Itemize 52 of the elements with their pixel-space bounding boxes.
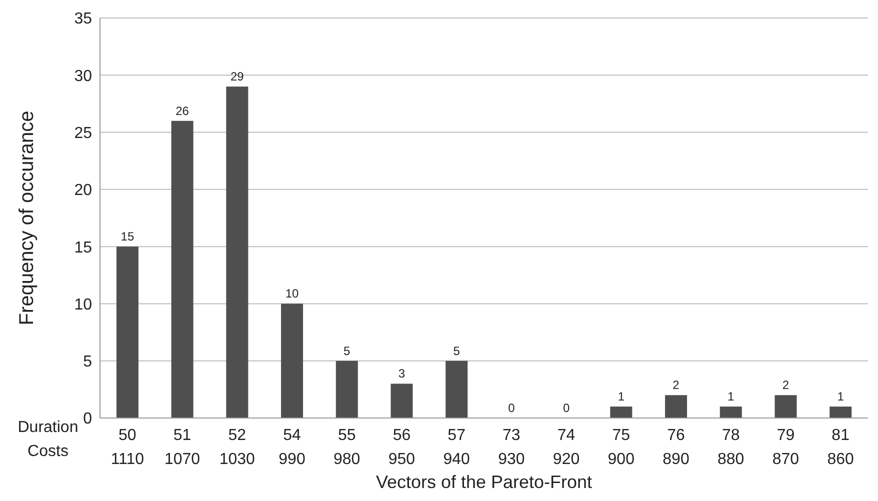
data-label: 1 [728,390,735,404]
y-tick-label: 30 [74,68,92,85]
data-label: 1 [618,390,625,404]
x-tick-label: 56 950 [388,427,416,468]
data-label: 2 [672,378,680,392]
bar [116,246,138,418]
x-tick-label: 79 870 [772,427,800,468]
y-tick-label: 0 [83,410,92,428]
x-tick-label: 76 890 [662,427,690,468]
data-label: 29 [230,70,244,84]
bar [665,395,688,418]
data-label: 15 [120,230,134,244]
bar [226,86,248,418]
data-label: 3 [398,366,406,381]
text: Duration [18,419,78,436]
x-tick-label: 78 880 [718,427,744,468]
text: Costs [26,443,70,461]
bar [281,304,304,418]
x-tick-label: 81 860 [827,427,854,468]
data-label: 10 [285,286,300,301]
y-tick-label: 5 [83,354,92,371]
x-tick-label: 74 920 [552,427,580,468]
x-tick-label: 55 980 [334,427,360,468]
y-tick-label: 25 [74,124,92,142]
x-tick-label: 54 990 [278,427,306,468]
y-axis-title: Frequency of occurance [16,110,38,326]
bar [336,360,358,418]
x-tick-label: 51 1070 [164,427,200,468]
y-tick-label: 15 [74,239,92,256]
data-label: 2 [782,378,790,392]
x-tick-label: 57 940 [443,427,470,468]
y-tick-label: 10 [74,296,92,314]
data-label: 5 [453,344,460,358]
y-tick-label: 35 [74,10,92,28]
bar [171,120,194,418]
bar [446,360,468,418]
bar [610,406,632,418]
data-label: 0 [508,401,516,415]
data-label: 1 [837,390,844,404]
bar [774,395,797,418]
bar [830,406,852,418]
bar [390,384,413,418]
x-axis-title: Vectors of the Pareto-Front [376,472,592,492]
data-label: 0 [562,401,570,415]
data-label: 5 [344,344,351,358]
x-tick-label: 50 1110 [110,427,144,468]
x-tick-label: 75 900 [608,427,635,468]
data-label: 26 [176,104,190,118]
x-tick-label: 52 1030 [219,427,256,468]
y-tick-label: 20 [74,182,92,200]
x-tick-label: 73 930 [498,427,525,468]
bar [720,406,742,418]
